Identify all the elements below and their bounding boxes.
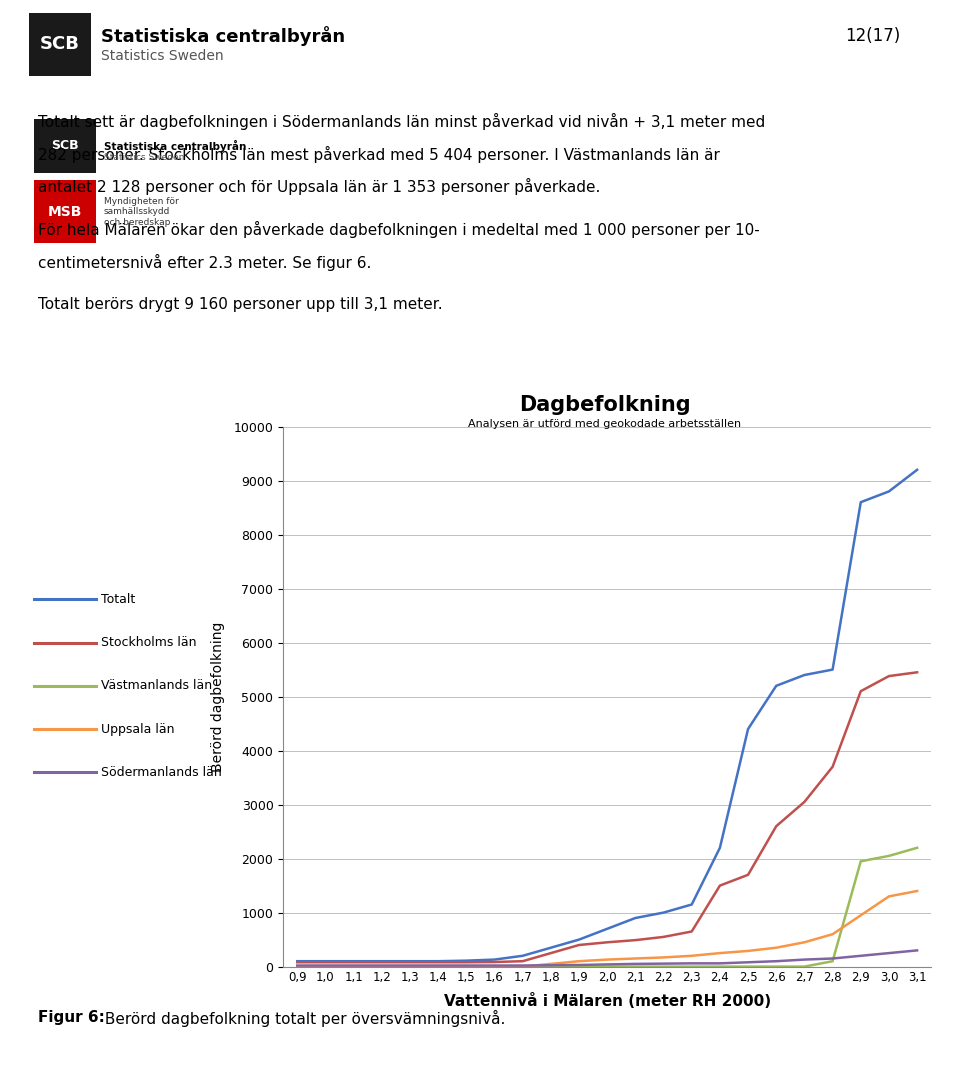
Text: MSB: MSB [48, 205, 82, 218]
Text: SCB: SCB [51, 139, 79, 152]
Text: Dagbefolkning: Dagbefolkning [519, 394, 690, 415]
Text: Totalt: Totalt [101, 593, 135, 606]
Text: Totalt berörs drygt 9 160 personer upp till 3,1 meter.: Totalt berörs drygt 9 160 personer upp t… [38, 297, 443, 312]
Text: 282 personer. Stockholms län mest påverkad med 5 404 personer. I Västmanlands lä: 282 personer. Stockholms län mest påverk… [38, 146, 720, 163]
Text: SCB: SCB [40, 36, 80, 53]
Text: centimetersnivå efter 2.3 meter. Se figur 6.: centimetersnivå efter 2.3 meter. Se figu… [38, 254, 372, 271]
Text: Totalt sett är dagbefolkningen i Södermanlands län minst påverkad vid nivån + 3,: Totalt sett är dagbefolkningen i Söderma… [38, 113, 766, 131]
Text: Figur 6:: Figur 6: [38, 1010, 106, 1025]
Text: Statistics Sweden: Statistics Sweden [104, 153, 184, 162]
Text: För hela Mälaren ökar den påverkade dagbefolkningen i medeltal med 1 000 persone: För hela Mälaren ökar den påverkade dagb… [38, 221, 760, 239]
Y-axis label: Berörd dagbefolkning: Berörd dagbefolkning [211, 621, 226, 772]
Text: Södermanlands län: Södermanlands län [101, 766, 222, 779]
Text: Statistiska centralbyrån: Statistiska centralbyrån [104, 139, 246, 152]
Text: Statistics Sweden: Statistics Sweden [101, 50, 224, 63]
Text: Stockholms län: Stockholms län [101, 636, 196, 649]
Text: Västmanlands län: Västmanlands län [101, 679, 212, 692]
Text: Myndigheten för
samhällsskydd
och beredskap: Myndigheten för samhällsskydd och bereds… [104, 197, 179, 227]
Text: Berörd dagbefolkning totalt per översvämningsnivå.: Berörd dagbefolkning totalt per översväm… [100, 1010, 505, 1027]
Text: antalet 2 128 personer och för Uppsala län är 1 353 personer påverkade.: antalet 2 128 personer och för Uppsala l… [38, 178, 601, 195]
X-axis label: Vattennivå i Mälaren (meter RH 2000): Vattennivå i Mälaren (meter RH 2000) [444, 993, 771, 1009]
Text: Analysen är utförd med geokodade arbetsställen: Analysen är utförd med geokodade arbetss… [468, 419, 741, 429]
Text: Uppsala län: Uppsala län [101, 723, 175, 735]
Text: Statistiska centralbyrån: Statistiska centralbyrån [101, 26, 345, 45]
Text: 12(17): 12(17) [845, 27, 900, 45]
